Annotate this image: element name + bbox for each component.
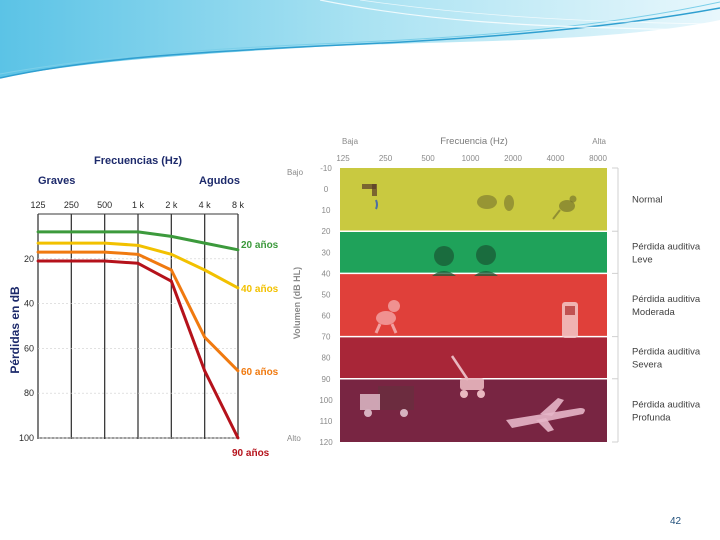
series-point bbox=[36, 241, 40, 245]
x-tick-label: 250 bbox=[379, 154, 393, 163]
band-rect bbox=[340, 168, 607, 232]
series-point bbox=[236, 248, 240, 252]
alta-label: Alta bbox=[592, 137, 606, 146]
alto-label: Alto bbox=[287, 434, 301, 443]
series-point bbox=[69, 241, 73, 245]
y-tick-label: 100 bbox=[19, 433, 34, 443]
x-tick-label: 500 bbox=[421, 154, 435, 163]
tap-icon bbox=[362, 184, 378, 210]
y-tick-label: -10 bbox=[320, 164, 332, 173]
series-point bbox=[103, 250, 107, 254]
bird-icon bbox=[552, 195, 577, 220]
y-axis-label: Pérdidas en dB bbox=[8, 286, 22, 374]
y-tick-label: 70 bbox=[322, 333, 331, 342]
series-point bbox=[236, 369, 240, 373]
series-point bbox=[236, 286, 240, 290]
truck-icon bbox=[360, 386, 414, 417]
chart-title: Frecuencias (Hz) bbox=[94, 155, 182, 167]
series-point bbox=[203, 369, 207, 373]
y-tick-label: 120 bbox=[319, 438, 333, 447]
series-point bbox=[36, 250, 40, 254]
band-label: Normal bbox=[632, 195, 663, 206]
band-label: Pérdida auditiva Moderada bbox=[632, 294, 701, 318]
series-point bbox=[103, 230, 107, 234]
y-tick-label: 20 bbox=[24, 254, 34, 264]
series-point bbox=[136, 261, 140, 265]
audiogram: Frecuencia (Hz) Baja Alta Bajo Alto Volu… bbox=[284, 132, 720, 450]
age-hearing-chart: Frecuencias (Hz) Graves Agudos Pérdidas … bbox=[3, 145, 281, 475]
series-label: 60 años bbox=[241, 367, 279, 378]
header-wave bbox=[0, 0, 720, 79]
x-tick-label: 4000 bbox=[547, 154, 565, 163]
baja-label: Baja bbox=[342, 137, 359, 146]
band-rect bbox=[340, 231, 607, 274]
series-point bbox=[136, 230, 140, 234]
phone-icon bbox=[562, 302, 578, 338]
graves-label: Graves bbox=[38, 175, 75, 187]
leaves-icon bbox=[477, 195, 514, 211]
airplane-icon bbox=[506, 398, 585, 432]
y-tick-label: 50 bbox=[322, 290, 331, 299]
x-tick-label: 250 bbox=[64, 200, 79, 210]
y-tick-label: 80 bbox=[322, 354, 331, 363]
band-label: Pérdida auditiva Severa bbox=[632, 347, 701, 371]
series-point bbox=[203, 241, 207, 245]
y-tick-label: 80 bbox=[24, 388, 34, 398]
slide-number: 42 bbox=[670, 516, 682, 527]
x-tick-label: 2000 bbox=[504, 154, 522, 163]
y-tick-label: 100 bbox=[319, 396, 333, 405]
x-tick-label: 8 k bbox=[232, 200, 245, 210]
dog-icon bbox=[374, 300, 400, 334]
series-point bbox=[169, 268, 173, 272]
series-point bbox=[169, 252, 173, 256]
lawnmower-icon bbox=[450, 355, 485, 398]
y-tick-label: 90 bbox=[322, 375, 331, 384]
people-talking-icon bbox=[432, 245, 498, 276]
x-tick-label: 2 k bbox=[165, 200, 178, 210]
series-point bbox=[169, 279, 173, 283]
y-tick-label: 20 bbox=[322, 227, 331, 236]
x-tick-label: 125 bbox=[336, 154, 350, 163]
series-point bbox=[36, 259, 40, 263]
series-label: 20 años bbox=[241, 240, 279, 251]
series-point bbox=[69, 250, 73, 254]
series-label: 40 años bbox=[241, 284, 279, 295]
band-rect bbox=[340, 336, 607, 379]
series-point bbox=[136, 243, 140, 247]
audiogram-title: Frecuencia (Hz) bbox=[440, 136, 508, 147]
volume-axis-label: Volumen (dB HL) bbox=[292, 267, 302, 339]
x-tick-label: 4 k bbox=[199, 200, 212, 210]
y-tick-label: 30 bbox=[322, 248, 331, 257]
y-tick-label: 110 bbox=[320, 417, 333, 426]
series-point bbox=[203, 268, 207, 272]
x-tick-label: 1 k bbox=[132, 200, 145, 210]
y-tick-label: 10 bbox=[322, 206, 331, 215]
series-point bbox=[203, 335, 207, 339]
agudos-label: Agudos bbox=[199, 175, 240, 187]
y-tick-label: 60 bbox=[322, 312, 331, 321]
band-label: Pérdida auditiva Leve bbox=[632, 241, 701, 265]
x-tick-label: 8000 bbox=[589, 154, 607, 163]
series-point bbox=[169, 235, 173, 238]
series-point bbox=[236, 436, 240, 440]
series-label: 90 años bbox=[232, 448, 270, 459]
bajo-label: Bajo bbox=[287, 168, 304, 177]
series-point bbox=[136, 252, 140, 256]
y-tick-label: 40 bbox=[24, 299, 34, 309]
series-point bbox=[103, 259, 107, 263]
x-tick-label: 500 bbox=[97, 200, 112, 210]
y-tick-label: 0 bbox=[324, 185, 329, 194]
y-tick-label: 60 bbox=[24, 343, 34, 353]
x-tick-label: 1000 bbox=[462, 154, 480, 163]
series-point bbox=[69, 230, 73, 234]
band-label: Pérdida auditiva Profunda bbox=[632, 399, 701, 423]
series-point bbox=[69, 259, 73, 263]
series-point bbox=[103, 241, 107, 245]
x-tick-label: 125 bbox=[30, 200, 45, 210]
y-tick-label: 40 bbox=[322, 269, 331, 278]
chart-background bbox=[3, 145, 281, 475]
series-point bbox=[36, 230, 40, 234]
